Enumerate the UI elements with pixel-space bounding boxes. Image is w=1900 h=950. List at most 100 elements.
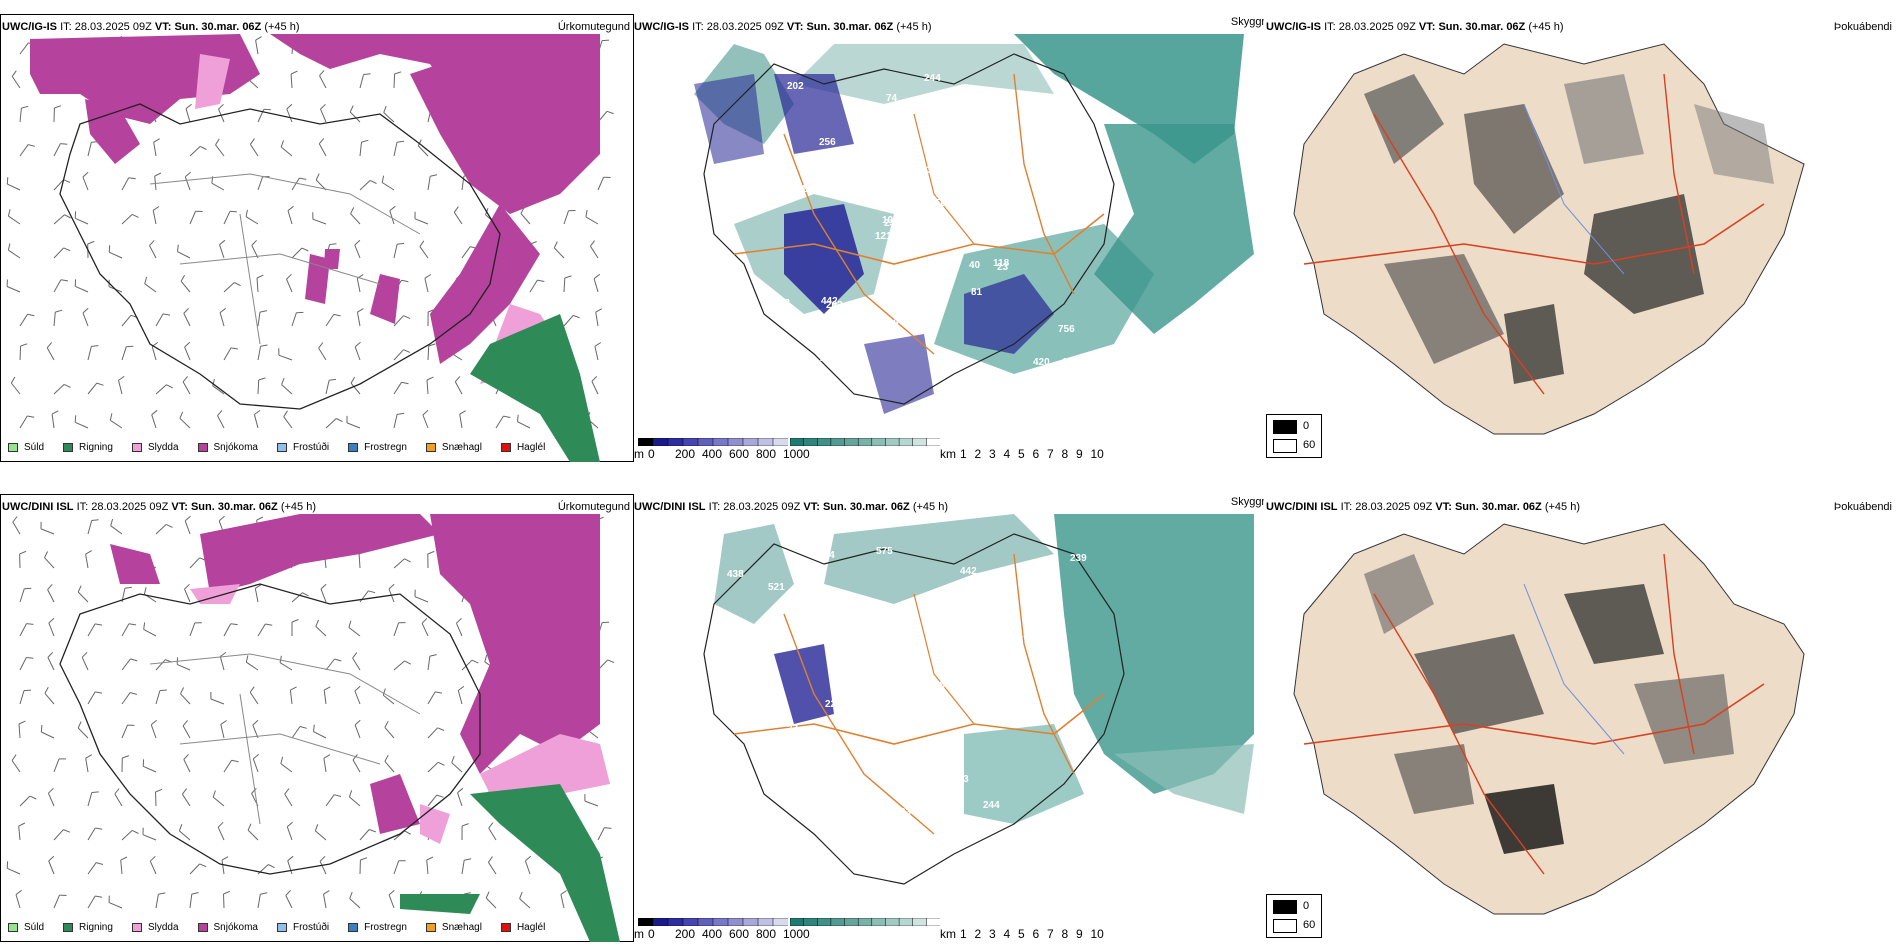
wind-barb xyxy=(87,895,96,909)
wind-barb xyxy=(597,176,605,191)
wind-barb-flag xyxy=(560,890,567,895)
wind-barb-flag xyxy=(63,247,71,252)
ceiling-value-label: 175 xyxy=(936,189,953,200)
wind-barb-flag xyxy=(110,518,114,526)
ceiling-value-label: 384 xyxy=(946,838,963,849)
wind-barb xyxy=(286,108,293,123)
ceiling-value-label: 22 xyxy=(779,298,791,309)
legend-label: Snjókoma xyxy=(213,922,258,933)
wind-barb-flag xyxy=(11,754,17,761)
wind-barb xyxy=(6,867,21,875)
wind-barb-flag xyxy=(27,313,35,317)
wind-barb xyxy=(247,829,259,841)
wind-barb-flag xyxy=(180,274,186,282)
panel-title: UWC/IG-IS IT: 28.03.2025 09Z VT: Sun. 30… xyxy=(1266,21,1564,34)
panel-type-label: Þokuábendi xyxy=(1833,501,1892,513)
legend-item: Snjókoma xyxy=(197,922,258,933)
wind-barb-flag xyxy=(284,788,290,795)
it-label: IT: xyxy=(692,21,704,33)
ceiling-value-label: 96 xyxy=(1068,123,1080,134)
wind-barb xyxy=(87,792,93,807)
colorbar-cell xyxy=(667,438,684,446)
ceiling-tick-label: 0 xyxy=(648,447,655,461)
wind-barb xyxy=(223,623,232,637)
vt-value: Sun. 30.mar. 06Z xyxy=(806,21,894,33)
wind-barb xyxy=(358,553,361,569)
ceiling-value-label: 128 xyxy=(966,150,983,161)
wind-barb xyxy=(114,793,123,807)
wind-barb xyxy=(349,796,361,807)
ceiling-value-label: 234 xyxy=(818,816,835,827)
wind-barb xyxy=(118,380,123,395)
ceiling-value-label: 263 xyxy=(926,212,943,223)
wind-barb xyxy=(155,791,157,807)
legend-label: Frostregn xyxy=(364,922,407,933)
ceiling-value-label: 106 xyxy=(882,318,899,329)
wind-barb xyxy=(356,278,361,293)
wind-barb-flag xyxy=(594,342,602,347)
ceiling-value-label: 438 xyxy=(727,569,744,580)
wind-barb xyxy=(19,345,22,361)
wind-barb xyxy=(19,588,25,603)
wind-barb-flag xyxy=(128,623,136,626)
wind-barb xyxy=(151,414,157,429)
wind-barb-flag xyxy=(23,689,32,692)
wind-barb xyxy=(393,142,398,157)
wind-barb xyxy=(53,829,64,841)
wind-barb xyxy=(313,731,327,739)
wind-barb-flag xyxy=(268,864,275,869)
ceiling-value-label: 326 xyxy=(865,629,882,640)
wind-barb-flag xyxy=(397,242,405,245)
vt-label: VT: xyxy=(171,501,188,513)
wind-barb-flag xyxy=(184,171,191,178)
wind-barb-flag xyxy=(221,856,229,861)
legend-swatch xyxy=(276,443,287,452)
wind-barb xyxy=(53,312,56,327)
colorbar-cell xyxy=(682,918,699,926)
ceiling-value-label: 16 xyxy=(792,748,804,759)
wind-barb xyxy=(53,179,64,191)
wind-barb-flag xyxy=(319,855,326,862)
wind-barb-flag xyxy=(595,308,603,313)
wind-barb-flag xyxy=(131,213,139,218)
wind-barb-flag xyxy=(352,754,358,761)
fog-mini-legend: 0 60 xyxy=(1266,414,1322,458)
wind-barb xyxy=(121,830,133,841)
wind-barb-flag xyxy=(182,376,188,383)
wind-barb-flag xyxy=(149,855,156,862)
wind-barb-flag xyxy=(333,313,341,317)
wind-barb xyxy=(495,415,504,429)
wind-barb-flag xyxy=(184,515,191,522)
wind-barb-flag xyxy=(430,174,438,177)
wind-barb xyxy=(291,592,303,603)
wind-barb xyxy=(219,244,225,259)
ceiling-visibility-panel-row2: 162 384 234 244 234 521 226 965 575 326 840 634 567 9… xyxy=(634,494,1264,942)
wind-barb-flag xyxy=(96,382,104,386)
wind-barb-flag xyxy=(381,175,385,183)
wind-barb xyxy=(142,765,157,773)
it-value: 28.03.2025 09Z xyxy=(91,501,169,513)
colorbar-cell xyxy=(790,918,805,926)
wind-barb-flag xyxy=(234,282,241,287)
wind-barb xyxy=(245,216,259,225)
wind-barb xyxy=(74,285,89,293)
wind-barb xyxy=(81,657,89,671)
wind-barb xyxy=(183,759,191,773)
visibility-ticks: 1 2 3 4 5 6 7 8 9 10 xyxy=(634,447,1264,461)
wind-barb-flag xyxy=(91,519,99,521)
wind-barb-flag xyxy=(180,687,185,695)
wind-barb xyxy=(487,862,497,875)
wind-barb xyxy=(286,826,293,841)
wind-barb xyxy=(253,414,259,429)
visibility-unit: km xyxy=(940,447,956,461)
legend-item: Frostregn xyxy=(348,922,407,933)
legend-swatch xyxy=(131,923,142,932)
wind-barb xyxy=(18,826,21,841)
lead-time: (+45 h) xyxy=(912,501,949,513)
wind-barb xyxy=(108,902,123,909)
wind-barb xyxy=(455,622,463,637)
colorbar-cell xyxy=(885,918,900,926)
legend-label: Frostregn xyxy=(364,442,407,453)
wind-barb xyxy=(359,829,370,841)
wind-barb-flag xyxy=(437,761,445,766)
